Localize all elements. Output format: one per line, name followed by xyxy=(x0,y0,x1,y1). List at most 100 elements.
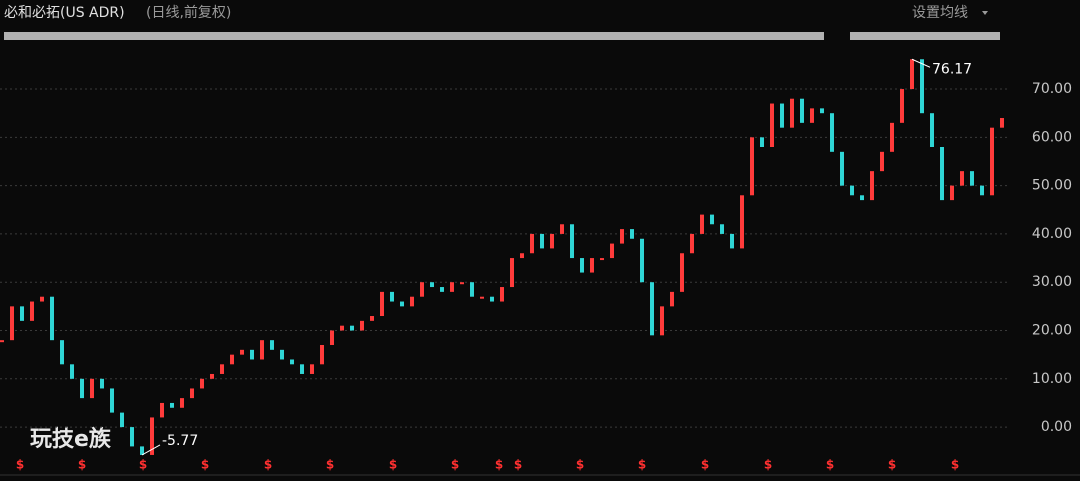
dividend-marker: $ xyxy=(826,458,834,472)
dividend-marker: $ xyxy=(78,458,86,472)
candle xyxy=(0,340,4,343)
candle xyxy=(690,233,694,254)
candle xyxy=(470,282,474,297)
candle xyxy=(250,349,254,360)
chart-title: 必和必拓(US ADR) xyxy=(4,5,125,21)
candle xyxy=(130,427,134,447)
candle xyxy=(530,233,534,254)
candle xyxy=(540,233,544,249)
candle xyxy=(480,296,484,299)
candle xyxy=(450,282,454,292)
candle xyxy=(60,340,64,365)
dividend-marker: $ xyxy=(201,458,209,472)
y-tick-label: 50.00 xyxy=(1032,178,1072,194)
candle xyxy=(740,195,744,249)
candle xyxy=(100,378,104,389)
candle xyxy=(140,446,144,455)
candle xyxy=(910,59,914,90)
candle xyxy=(590,258,594,273)
candle xyxy=(900,89,904,123)
candle xyxy=(180,398,184,408)
candle xyxy=(830,113,834,152)
candle xyxy=(380,291,384,317)
candle xyxy=(870,171,874,201)
candle xyxy=(880,151,884,172)
candle xyxy=(390,291,394,302)
dividend-marker: $ xyxy=(701,458,709,472)
candle xyxy=(520,253,524,259)
annotation-arrow xyxy=(141,444,161,456)
y-tick-label: 30.00 xyxy=(1032,274,1072,290)
candle xyxy=(120,412,124,428)
candle xyxy=(1000,118,1004,128)
dividend-marker: $ xyxy=(888,458,896,472)
candle xyxy=(500,287,504,302)
dividend-marker: $ xyxy=(389,458,397,472)
candle xyxy=(710,214,714,225)
candle xyxy=(760,137,764,147)
y-tick-label: 60.00 xyxy=(1032,129,1072,145)
dividend-marker: $ xyxy=(451,458,459,472)
candle xyxy=(820,108,824,114)
indicator-band xyxy=(4,32,824,40)
candle xyxy=(320,344,324,365)
candle xyxy=(610,243,614,259)
y-tick-label: 10.00 xyxy=(1032,371,1072,387)
candle xyxy=(810,108,814,123)
candle xyxy=(190,388,194,399)
candle xyxy=(640,238,644,283)
candle xyxy=(980,185,984,196)
candle xyxy=(680,253,684,292)
candle xyxy=(150,417,154,455)
dividend-marker: $ xyxy=(495,458,503,472)
candle xyxy=(550,233,554,249)
indicator-band xyxy=(850,32,1000,40)
candle xyxy=(220,364,224,374)
candle xyxy=(730,233,734,249)
candle xyxy=(720,224,724,234)
y-tick-label: 0.00 xyxy=(1041,419,1072,435)
candle xyxy=(350,325,354,331)
candle xyxy=(960,171,964,186)
candle xyxy=(270,340,274,350)
candle xyxy=(570,224,574,259)
candle xyxy=(50,296,54,341)
watermark: 玩技e族 xyxy=(30,426,112,452)
dividend-marker: $ xyxy=(951,458,959,472)
dropdown-arrow[interactable] xyxy=(982,11,988,15)
candle xyxy=(40,296,44,302)
candle xyxy=(310,364,314,374)
candle xyxy=(670,291,674,307)
candle xyxy=(20,306,24,321)
dividend-marker: $ xyxy=(576,458,584,472)
candle xyxy=(790,98,794,128)
candle xyxy=(860,195,864,201)
candle xyxy=(280,349,284,360)
candle xyxy=(240,349,244,355)
candle xyxy=(700,214,704,234)
candle xyxy=(560,224,564,234)
candle xyxy=(600,258,604,261)
settings-button[interactable]: 设置均线 xyxy=(912,5,968,21)
annotation-arrow xyxy=(911,58,931,68)
candle xyxy=(210,373,214,379)
annotation-label: 76.17 xyxy=(932,61,972,77)
candle xyxy=(160,402,164,418)
candle xyxy=(70,364,74,379)
candle xyxy=(440,287,444,292)
candle xyxy=(400,301,404,307)
candle xyxy=(510,258,514,288)
candle xyxy=(780,103,784,128)
y-tick-label: 40.00 xyxy=(1032,226,1072,242)
candle xyxy=(800,98,804,123)
candle xyxy=(970,171,974,186)
candle xyxy=(360,320,364,331)
dividend-marker: $ xyxy=(764,458,772,472)
candle xyxy=(10,306,14,341)
candle xyxy=(200,378,204,389)
candle xyxy=(890,122,894,152)
candle xyxy=(930,113,934,147)
candle xyxy=(850,185,854,196)
candle xyxy=(770,103,774,147)
dividend-marker: $ xyxy=(139,458,147,472)
